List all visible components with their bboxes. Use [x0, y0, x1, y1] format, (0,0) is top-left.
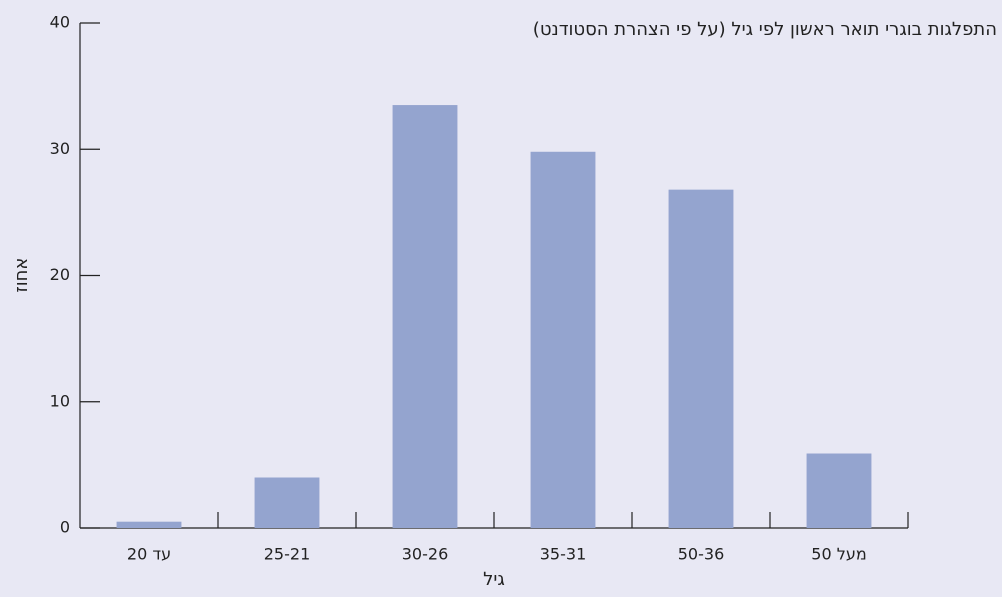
x-tick-label: 35-31	[540, 545, 587, 564]
bar	[392, 105, 458, 528]
bar	[806, 453, 872, 528]
bar	[254, 477, 320, 528]
bar	[668, 189, 734, 528]
x-tick-label: מעל 50	[811, 545, 866, 564]
bar	[116, 521, 182, 528]
y-tick-label: 10	[50, 391, 70, 410]
chart-title: התפלגות בוגרי תואר ראשון לפי גיל (על פי …	[533, 19, 997, 40]
bar	[530, 151, 596, 528]
x-axis-label: גיל	[483, 569, 505, 590]
x-tick-label: 25-21	[264, 545, 311, 564]
y-tick-label: 30	[50, 139, 70, 158]
x-tick-label: עד 20	[127, 545, 171, 564]
x-tick-label: 50-36	[678, 545, 725, 564]
y-axis-label: אחוז	[11, 258, 32, 293]
y-tick-label: 40	[50, 13, 70, 32]
y-tick-label: 0	[60, 518, 70, 537]
x-tick-label: 30-26	[402, 545, 449, 564]
y-tick-label: 20	[50, 265, 70, 284]
